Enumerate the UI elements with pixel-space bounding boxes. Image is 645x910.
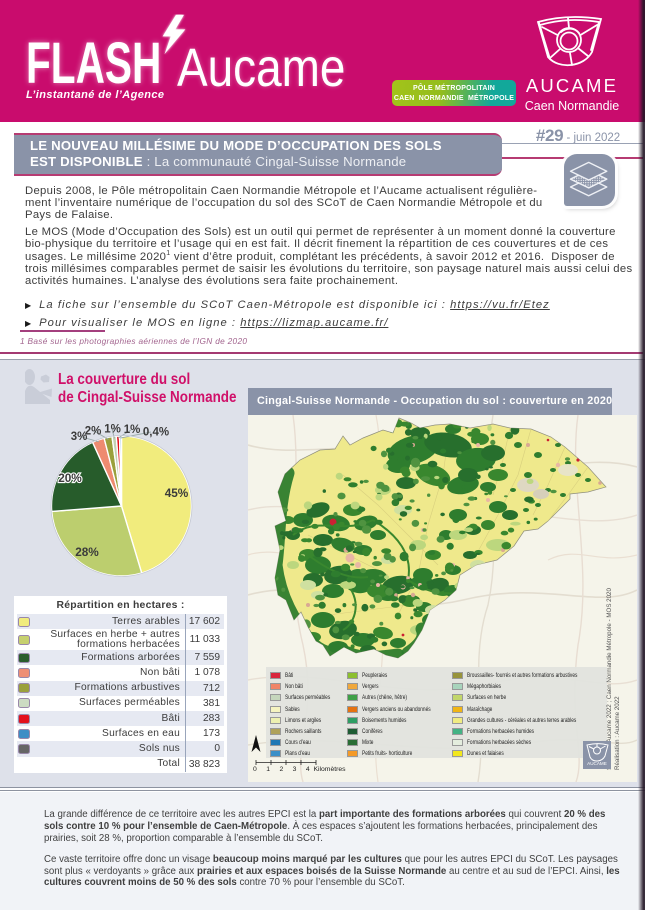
svg-text:28%: 28% xyxy=(75,545,99,559)
svg-text:0,4%: 0,4% xyxy=(143,427,169,439)
svg-text:2%: 2% xyxy=(85,426,102,438)
svg-text:20%: 20% xyxy=(58,471,82,485)
svg-text:1%: 1% xyxy=(124,424,141,436)
svg-text:45%: 45% xyxy=(165,486,189,500)
svg-text:AUCAME: AUCAME xyxy=(587,761,607,766)
svg-text:1%: 1% xyxy=(104,424,121,436)
svg-text:3%: 3% xyxy=(71,431,88,443)
